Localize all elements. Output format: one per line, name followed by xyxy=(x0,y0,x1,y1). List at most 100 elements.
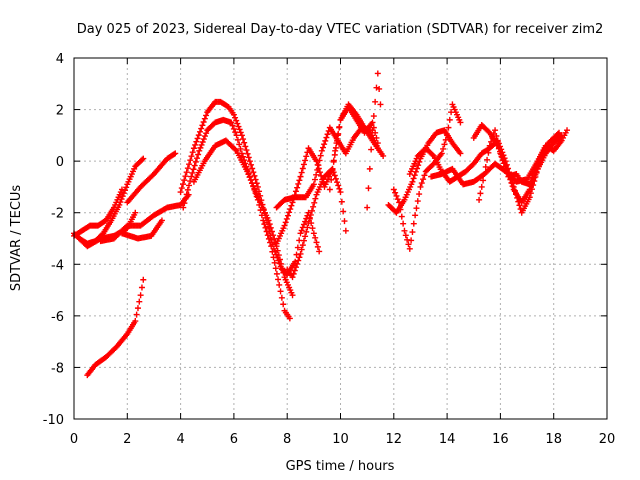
data-point xyxy=(300,237,307,244)
data-point xyxy=(117,199,124,206)
data-point xyxy=(295,257,302,264)
series-arc-13 xyxy=(284,165,349,281)
data-point xyxy=(270,254,277,261)
data-point xyxy=(302,157,309,164)
data-point xyxy=(188,173,195,180)
data-point xyxy=(116,201,123,208)
data-point xyxy=(236,141,243,148)
data-point xyxy=(232,129,239,136)
data-point xyxy=(123,184,130,191)
data-point xyxy=(485,149,492,156)
data-point xyxy=(368,146,375,153)
data-point xyxy=(260,217,267,224)
data-point xyxy=(182,173,189,180)
data-point xyxy=(270,232,277,239)
data-point xyxy=(531,168,538,175)
data-point xyxy=(416,191,423,198)
y-tick-label: -6 xyxy=(51,310,64,325)
data-point xyxy=(312,195,319,202)
chart-title: Day 025 of 2023, Sidereal Day-to-day VTE… xyxy=(77,22,604,37)
data-point xyxy=(480,177,487,184)
data-point xyxy=(138,284,145,291)
data-point xyxy=(393,192,400,199)
data-point xyxy=(133,311,140,318)
data-point xyxy=(248,161,255,168)
data-point xyxy=(314,243,321,250)
data-point xyxy=(316,248,323,255)
data-point xyxy=(294,260,301,267)
data-point xyxy=(228,119,235,126)
data-point xyxy=(250,169,257,176)
data-point xyxy=(294,244,301,251)
data-point xyxy=(370,113,377,120)
data-point xyxy=(265,217,272,224)
data-point xyxy=(184,186,191,193)
series-arc-20 xyxy=(470,122,565,206)
data-point xyxy=(183,191,190,198)
data-point xyxy=(177,189,184,196)
x-tick-label: 0 xyxy=(70,432,78,447)
data-point xyxy=(237,145,244,152)
data-point xyxy=(372,98,379,105)
data-point xyxy=(509,183,516,190)
data-point xyxy=(269,248,276,255)
data-point xyxy=(309,225,316,232)
data-point xyxy=(296,177,303,184)
data-point xyxy=(237,129,244,136)
data-point xyxy=(412,212,419,219)
data-point xyxy=(310,230,317,237)
data-point xyxy=(277,288,284,295)
x-tick-label: 14 xyxy=(439,432,456,447)
data-point xyxy=(374,140,381,147)
x-tick-label: 2 xyxy=(123,432,131,447)
data-point xyxy=(197,144,204,151)
series-arc-1 xyxy=(84,276,147,379)
data-point xyxy=(245,171,252,178)
data-point xyxy=(246,174,253,181)
data-point xyxy=(317,152,324,159)
data-point xyxy=(199,138,206,145)
data-point xyxy=(489,134,496,141)
data-point xyxy=(272,265,279,272)
data-point xyxy=(330,157,337,164)
data-point xyxy=(232,146,239,153)
data-point xyxy=(401,227,408,234)
data-point xyxy=(132,318,139,325)
data-point xyxy=(243,147,250,154)
y-tick-label: -10 xyxy=(43,413,64,428)
axes: 0 2 4 6 8 10 12 14 16 18 20 -10 -8 -6 -4 -2 0 2 4 xyxy=(43,52,616,447)
data-point xyxy=(183,169,190,176)
data-point xyxy=(251,185,258,192)
data-point xyxy=(120,190,127,197)
data-point xyxy=(193,138,200,145)
data-point xyxy=(503,166,510,173)
data-point xyxy=(303,153,310,160)
data-point xyxy=(187,178,194,185)
y-tick-label: -2 xyxy=(51,207,64,222)
data-point xyxy=(311,199,318,206)
y-tick-label: -8 xyxy=(51,361,64,376)
data-point xyxy=(271,259,278,266)
data-point xyxy=(445,124,452,131)
data-point xyxy=(242,143,249,150)
data-point xyxy=(315,162,322,169)
data-point xyxy=(304,224,311,231)
y-tick-label: 0 xyxy=(56,155,64,170)
series-arc-3 xyxy=(76,155,147,247)
data-point xyxy=(192,141,199,148)
data-point xyxy=(326,186,333,193)
data-point xyxy=(402,232,409,239)
data-point xyxy=(181,200,188,207)
series-arc-12 xyxy=(273,124,381,211)
data-point xyxy=(185,182,192,189)
x-tick-label: 20 xyxy=(599,432,616,447)
series-arc-7 xyxy=(118,217,165,242)
data-point xyxy=(380,152,387,159)
data-point xyxy=(336,124,343,131)
data-point xyxy=(332,175,339,182)
data-point xyxy=(203,112,210,119)
data-point xyxy=(292,188,299,195)
data-point xyxy=(180,181,187,188)
data-point xyxy=(198,141,205,148)
